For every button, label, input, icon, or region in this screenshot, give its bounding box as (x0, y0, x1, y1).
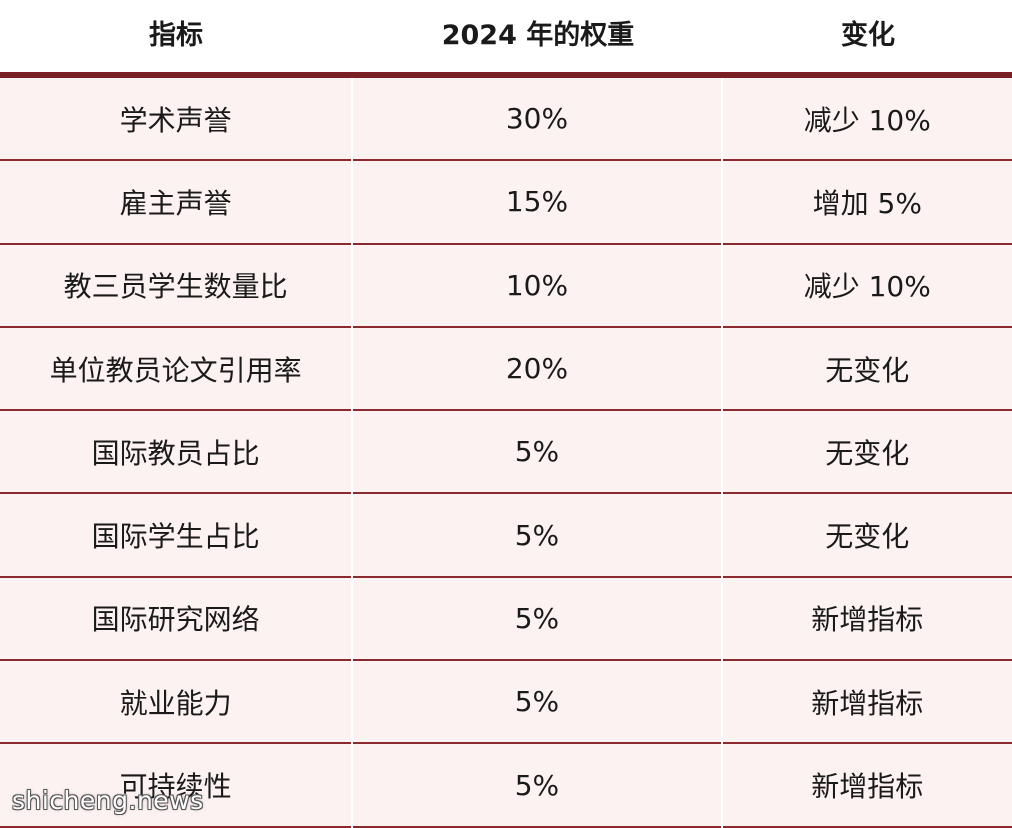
cell-weight: 5% (353, 661, 721, 745)
header-divider (0, 72, 1012, 78)
cell-change: 减少 10% (722, 78, 1012, 162)
table-body: 学术声誉 30% 减少 10% 雇主声誉 15% 增加 5% 教三员学生数量比 10% 减少 1… (0, 78, 1012, 828)
cell-indicator: 就业能力 (0, 661, 352, 745)
table-row: 单位教员论文引用率 20% 无变化 (0, 327, 1012, 412)
header-weight-2024: 2024 年的权重 (441, 20, 635, 51)
cell-change: 无变化 (722, 411, 1012, 495)
cell-indicator: 单位教员论文引用率 (0, 327, 352, 412)
table-row: 教三员学生数量比 10% 减少 10% (0, 244, 1012, 328)
cell-change: 新增指标 (722, 744, 1012, 828)
table-row: 就业能力 5% 新增指标 (0, 661, 1012, 745)
cell-change: 无变化 (722, 327, 1012, 412)
table-header: 指标 2024 年的权重 变化 (0, 0, 1012, 72)
cell-change: 新增指标 (722, 577, 1012, 662)
table-row: 国际研究网络 5% 新增指标 (0, 577, 1012, 662)
cell-change: 无变化 (722, 494, 1012, 578)
cell-indicator: 国际教员占比 (0, 411, 352, 495)
cell-weight: 5% (353, 744, 721, 828)
cell-weight: 5% (353, 494, 721, 578)
table-row: 学术声誉 30% 减少 10% (0, 78, 1012, 162)
cell-weight: 20% (353, 327, 721, 412)
cell-indicator: 教三员学生数量比 (0, 244, 352, 328)
table-row: 国际学生占比 5% 无变化 (0, 494, 1012, 578)
cell-weight: 30% (353, 78, 721, 162)
cell-indicator: 雇主声誉 (0, 161, 352, 245)
table-row: 雇主声誉 15% 增加 5% (0, 161, 1012, 245)
cell-indicator: 学术声誉 (0, 78, 352, 162)
cell-indicator: 国际学生占比 (0, 494, 352, 578)
table-row: 国际教员占比 5% 无变化 (0, 411, 1012, 495)
header-indicator: 指标 (149, 20, 203, 51)
cell-change: 新增指标 (722, 661, 1012, 745)
cell-weight: 5% (353, 577, 721, 662)
cell-change: 减少 10% (722, 244, 1012, 328)
cell-weight: 10% (353, 244, 721, 328)
cell-indicator: 可持续性 (0, 744, 352, 828)
table-row: 可持续性 5% 新增指标 (0, 744, 1012, 828)
cell-change: 增加 5% (722, 161, 1012, 245)
watermark-text: shicheng.news (12, 786, 204, 815)
cell-indicator: 国际研究网络 (0, 577, 352, 662)
header-change: 变化 (841, 20, 895, 51)
cell-weight: 15% (353, 161, 721, 245)
cell-weight: 5% (353, 411, 721, 495)
